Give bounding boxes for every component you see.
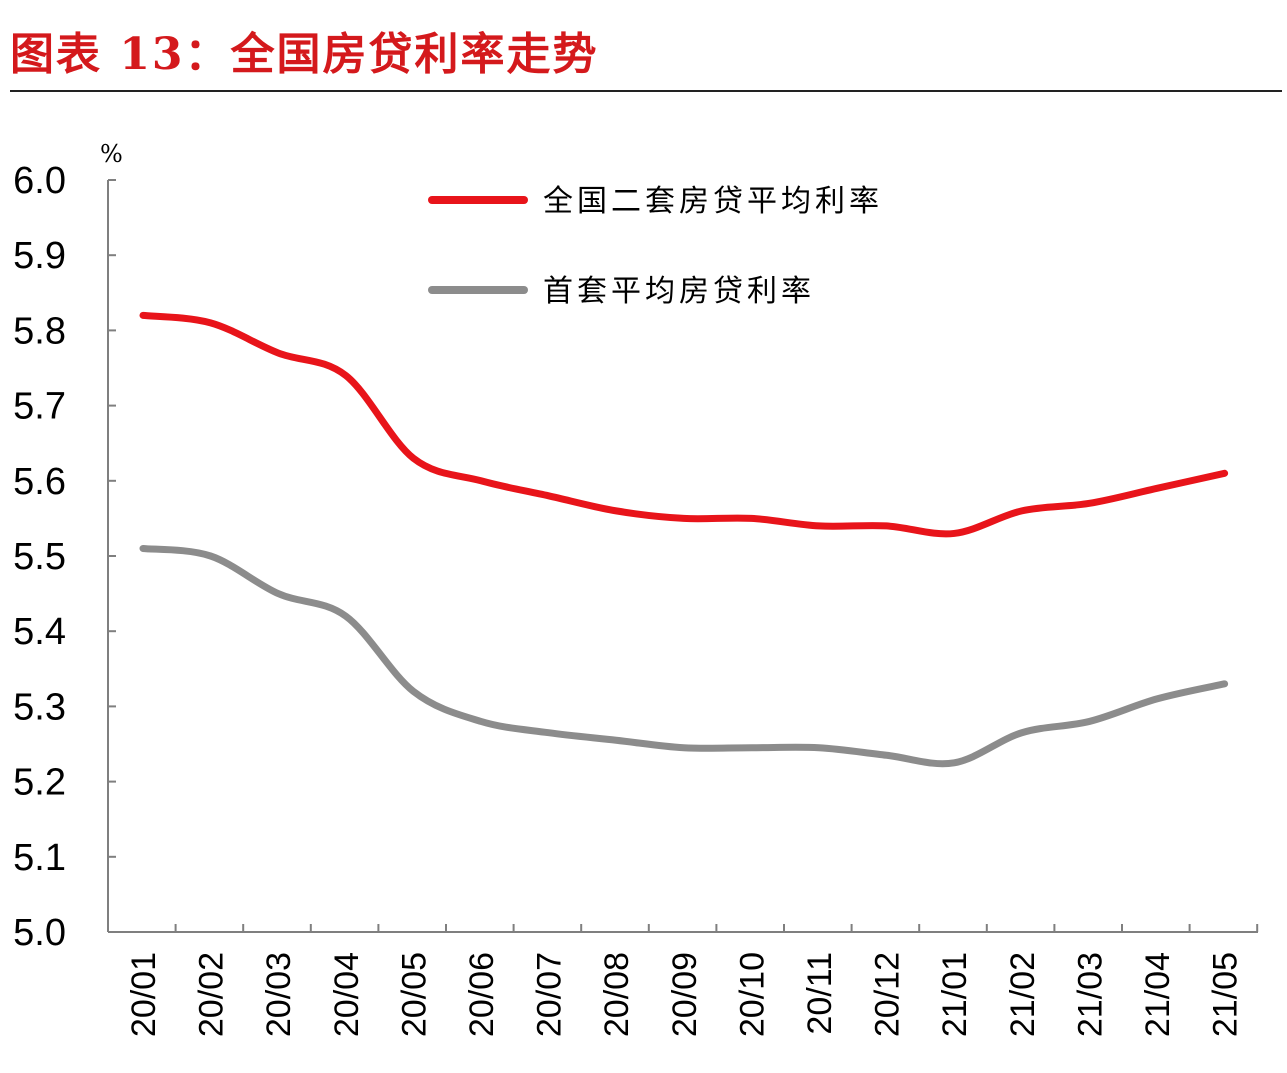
series-lines xyxy=(139,311,1229,768)
y-tick-label: 5.9 xyxy=(13,235,66,277)
y-tick-label: 5.8 xyxy=(13,310,66,352)
y-tick-label: 5.0 xyxy=(13,912,66,954)
x-tick-label: 20/05 xyxy=(395,952,433,1037)
x-tick-label: 21/04 xyxy=(1139,952,1177,1037)
x-tick-label: 21/01 xyxy=(936,952,974,1037)
x-tick-label: 20/09 xyxy=(666,952,704,1037)
y-tick-label: 5.7 xyxy=(13,386,66,428)
title-divider xyxy=(10,90,1282,92)
y-tick-label: 5.6 xyxy=(13,461,66,503)
x-tick-label: 21/02 xyxy=(1004,952,1042,1037)
x-tick-label: 20/04 xyxy=(328,952,366,1037)
y-axis-unit: % xyxy=(100,140,123,168)
series-line-0 xyxy=(139,311,1229,538)
y-tick-label: 5.1 xyxy=(13,837,66,879)
y-tick-label: 5.2 xyxy=(13,762,66,804)
x-tick-label: 21/05 xyxy=(1207,952,1245,1037)
x-tick-label: 21/03 xyxy=(1071,952,1109,1037)
y-axis: 6.0 5.9 5.8 5.7 5.6 5.5 5.4 5.3 5.2 5.1 5.0 xyxy=(13,160,116,954)
x-tick-label: 20/07 xyxy=(531,952,569,1037)
x-tick-label: 20/10 xyxy=(733,952,771,1037)
x-tick-label: 20/06 xyxy=(463,952,501,1037)
x-tick-label: 20/03 xyxy=(260,952,298,1037)
series-line-1 xyxy=(139,544,1229,768)
x-tick-label: 20/12 xyxy=(869,952,907,1037)
x-axis: 20/01 20/02 20/03 20/04 20/05 20/06 20/07 20/08… xyxy=(107,924,1259,1037)
y-tick-label: 5.5 xyxy=(13,536,66,578)
legend-label-1: 首套平均房贷利率 xyxy=(543,274,815,309)
x-tick-label: 20/01 xyxy=(125,952,163,1037)
x-tick-label: 20/08 xyxy=(598,952,636,1037)
legend-label-0: 全国二套房贷平均利率 xyxy=(543,184,883,219)
chart-title: 图表 13：全国房贷利率走势 xyxy=(10,29,599,80)
y-tick-label: 5.3 xyxy=(13,686,66,728)
x-tick-label: 20/11 xyxy=(801,952,839,1035)
y-tick-label: 6.0 xyxy=(13,160,66,202)
x-tick-label: 20/02 xyxy=(193,952,231,1037)
y-tick-label: 5.4 xyxy=(13,611,66,653)
